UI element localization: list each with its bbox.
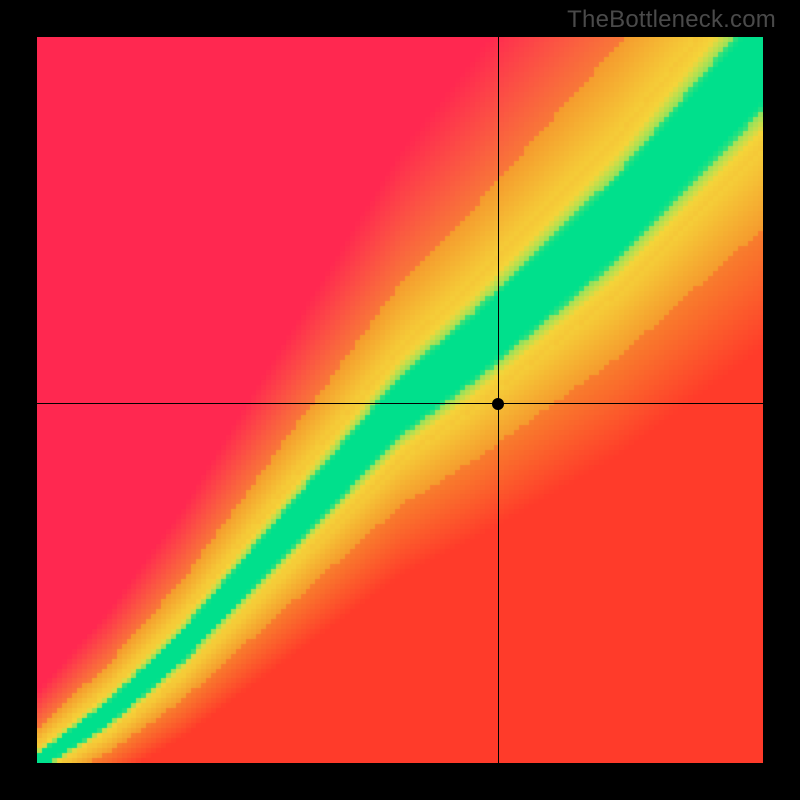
crosshair-marker[interactable] [492, 398, 504, 410]
crosshair-horizontal [37, 403, 763, 404]
plot-area [37, 37, 763, 763]
bottleneck-heatmap [37, 37, 763, 763]
watermark-text: TheBottleneck.com [567, 6, 776, 34]
